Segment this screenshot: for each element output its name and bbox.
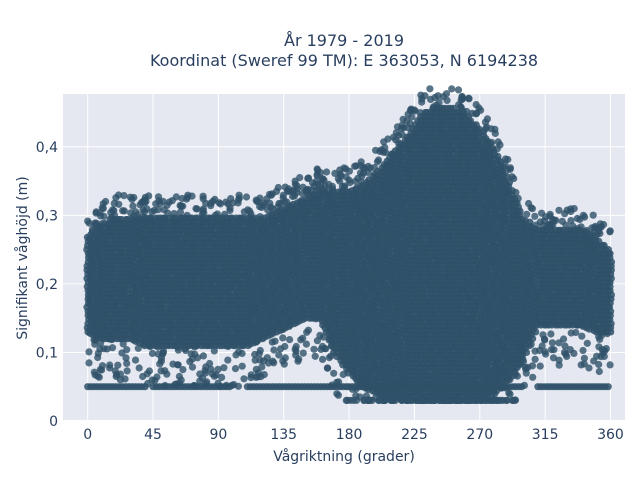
data-points [83, 85, 616, 404]
